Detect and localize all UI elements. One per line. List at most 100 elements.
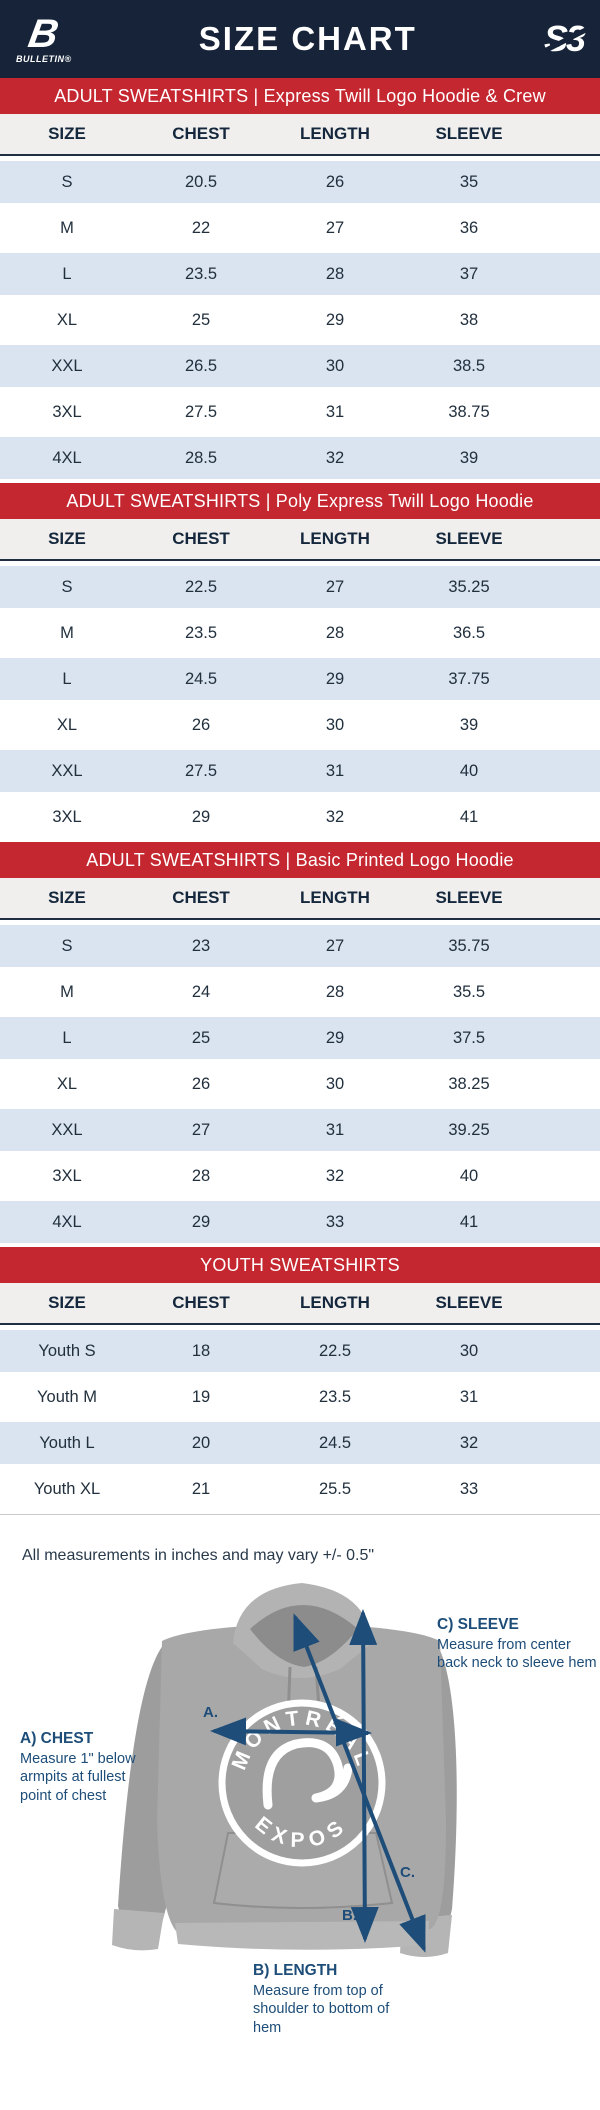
sleeve-cell: 37.75 [448, 669, 490, 688]
chest-cell: 20.5 [184, 172, 218, 191]
column-header-sleeve: SLEEVE [435, 124, 503, 143]
length-cell: 28 [325, 264, 345, 283]
length-cell: 30 [325, 1074, 345, 1093]
size-cell: Youth L [39, 1433, 95, 1452]
table-row: L 24.5 29 37.75 [0, 658, 600, 700]
chest-cell: 27.5 [184, 761, 218, 780]
chest-cell: 20 [191, 1433, 211, 1452]
length-cell: 25.5 [318, 1479, 352, 1498]
sleeve-cell: 33 [459, 1479, 479, 1498]
chest-cell: 26.5 [184, 356, 218, 375]
chest-cell: 26 [191, 715, 211, 734]
length-cell: 26 [325, 172, 345, 191]
sleeve-cell: 39.25 [448, 1120, 490, 1139]
section-youth: YOUTH SWEATSHIRTS SIZE CHEST LENGTH SLEE… [0, 1247, 600, 1515]
length-cell: 28 [325, 982, 345, 1001]
size-cell: S [61, 172, 73, 191]
length-cell: 31 [325, 1120, 345, 1139]
size-cell: Youth S [38, 1341, 96, 1360]
bulletin-logo: B BULLETIN® [16, 11, 72, 64]
length-cell: 30 [325, 356, 345, 375]
sleeve-cell: 35.25 [448, 577, 490, 596]
chest-cell: 21 [191, 1479, 211, 1498]
chest-cell: 18 [191, 1341, 211, 1360]
section-poly-express-twill: ADULT SWEATSHIRTS | Poly Express Twill L… [0, 483, 600, 838]
sleeve-cell: 38.5 [452, 356, 486, 375]
page-header: B BULLETIN® SIZE CHART S3 [0, 0, 600, 78]
sleeve-cell: 36.5 [452, 623, 486, 642]
sleeve-cell: 32 [459, 1433, 479, 1452]
sleeve-cell: 41 [459, 807, 479, 826]
chest-instruction-text: Measure 1" below armpits at fullest poin… [20, 1750, 136, 1804]
sleeve-cell: 37 [459, 264, 479, 283]
arrow-label-c: C. [400, 1864, 415, 1881]
length-instruction-title: B) LENGTH [253, 1962, 338, 1979]
sleeve-instruction-title: C) SLEEVE [437, 1616, 519, 1633]
chest-cell: 23.5 [184, 264, 218, 283]
length-cell: 27 [325, 577, 345, 596]
length-arrow-icon [349, 1609, 379, 1943]
column-header-length: LENGTH [300, 124, 370, 143]
chest-cell: 23.5 [184, 623, 218, 642]
size-cell: 3XL [52, 1166, 82, 1185]
size-cell: M [60, 218, 74, 237]
chest-cell: 23 [191, 936, 211, 955]
column-header-chest: CHEST [172, 529, 230, 548]
sleeve-cell: 35 [459, 172, 479, 191]
length-instruction-text: Measure from top of shoulder to bottom o… [253, 1982, 390, 2036]
sleeve-cell: 39 [459, 715, 479, 734]
size-cell: 3XL [52, 402, 82, 421]
sleeve-cell: 38.25 [448, 1074, 490, 1093]
size-cell: XXL [51, 356, 83, 375]
table-row: S 22.5 27 35.25 [0, 566, 600, 608]
size-cell: 3XL [52, 807, 82, 826]
sleeve-cell: 31 [459, 1387, 479, 1406]
table-end-divider [0, 1514, 600, 1515]
size-cell: 4XL [52, 1212, 82, 1231]
bulletin-wordmark: BULLETIN® [16, 53, 72, 64]
size-cell: M [60, 623, 74, 642]
size-cell: XL [56, 715, 78, 734]
table-row: XL 26 30 39 [0, 704, 600, 746]
sleeve-cell: 38 [459, 310, 479, 329]
length-cell: 30 [325, 715, 345, 734]
table-header-row: SIZE CHEST LENGTH SLEEVE [0, 1283, 600, 1325]
size-cell: XXL [51, 1120, 83, 1139]
table-header-row: SIZE CHEST LENGTH SLEEVE [0, 878, 600, 920]
chest-cell: 25 [191, 1028, 211, 1047]
sleeve-cell: 35.5 [452, 982, 486, 1001]
table-row: L 25 29 37.5 [0, 1017, 600, 1059]
column-header-length: LENGTH [300, 529, 370, 548]
length-cell: 28 [325, 623, 345, 642]
chest-cell: 22.5 [184, 577, 218, 596]
table-row: XL 25 29 38 [0, 299, 600, 341]
sleeve-cell: 30 [459, 1341, 479, 1360]
length-cell: 27 [325, 936, 345, 955]
table-row: L 23.5 28 37 [0, 253, 600, 295]
sleeve-cell: 36 [459, 218, 479, 237]
chest-cell: 24 [191, 982, 211, 1001]
table-row: 4XL 29 33 41 [0, 1201, 600, 1243]
size-cell: XL [56, 1074, 78, 1093]
table-body: Youth S 18 22.5 30 Youth M 19 23.5 31 Youth L 20 2… [0, 1330, 600, 1510]
table-row: XXL 26.5 30 38.5 [0, 345, 600, 387]
table-row: Youth M 19 23.5 31 [0, 1376, 600, 1418]
column-header-size: SIZE [48, 1293, 86, 1312]
length-cell: 31 [325, 402, 345, 421]
length-cell: 29 [325, 1028, 345, 1047]
table-row: Youth XL 21 25.5 33 [0, 1468, 600, 1510]
column-header-chest: CHEST [172, 888, 230, 907]
arrow-label-a: A. [203, 1704, 218, 1721]
table-row: 3XL 27.5 31 38.75 [0, 391, 600, 433]
length-cell: 32 [325, 448, 345, 467]
table-row: M 24 28 35.5 [0, 971, 600, 1013]
table-header-row: SIZE CHEST LENGTH SLEEVE [0, 114, 600, 156]
length-cell: 32 [325, 807, 345, 826]
bulletin-b-icon: B [25, 11, 63, 56]
table-row: XXL 27.5 31 40 [0, 750, 600, 792]
size-cell: S [61, 936, 73, 955]
table-row: S 23 27 35.75 [0, 925, 600, 967]
size-cell: M [60, 982, 74, 1001]
section-banner: ADULT SWEATSHIRTS | Express Twill Logo H… [0, 78, 600, 114]
